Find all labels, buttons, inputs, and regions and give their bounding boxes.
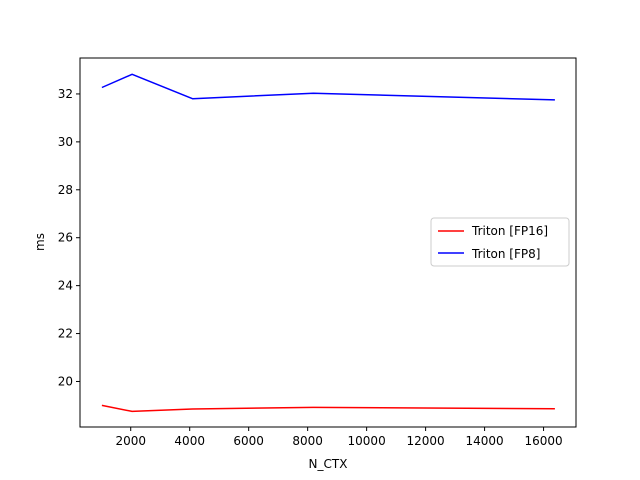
series-line-fp16 — [101, 404, 555, 413]
legend-label-fp16: Triton [FP16] — [471, 224, 548, 238]
legend-label-fp8: Triton [FP8] — [471, 247, 540, 261]
series-line-fp8 — [101, 73, 555, 101]
plot-frame — [79, 57, 577, 428]
series-layer — [101, 73, 555, 413]
legend-box — [430, 217, 570, 267]
y-tick-label: 22 — [58, 327, 73, 341]
y-tick-label: 24 — [58, 279, 73, 293]
x-tick-label: 10000 — [348, 434, 386, 448]
y-tick-label: 28 — [58, 183, 73, 197]
x-tick-label: 4000 — [174, 434, 205, 448]
y-axis-ticks: 20 22 24 26 28 30 32 — [58, 87, 80, 388]
x-tick-label: 16000 — [524, 434, 562, 448]
x-tick-label: 2000 — [115, 434, 146, 448]
x-tick-label: 12000 — [407, 434, 445, 448]
x-tick-label: 8000 — [292, 434, 323, 448]
legend: Triton [FP16] Triton [FP8] — [430, 217, 570, 267]
x-axis-label: N_CTX — [309, 457, 348, 471]
x-tick-label: 6000 — [233, 434, 264, 448]
y-tick-label: 20 — [58, 374, 73, 388]
y-axis-label: ms — [33, 233, 47, 251]
y-tick-label: 26 — [58, 231, 73, 245]
x-axis-ticks: 2000 4000 6000 8000 10000 12000 14000 16000 — [115, 427, 563, 448]
y-tick-label: 32 — [58, 87, 73, 101]
x-tick-label: 14000 — [465, 434, 503, 448]
y-tick-label: 30 — [58, 135, 73, 149]
